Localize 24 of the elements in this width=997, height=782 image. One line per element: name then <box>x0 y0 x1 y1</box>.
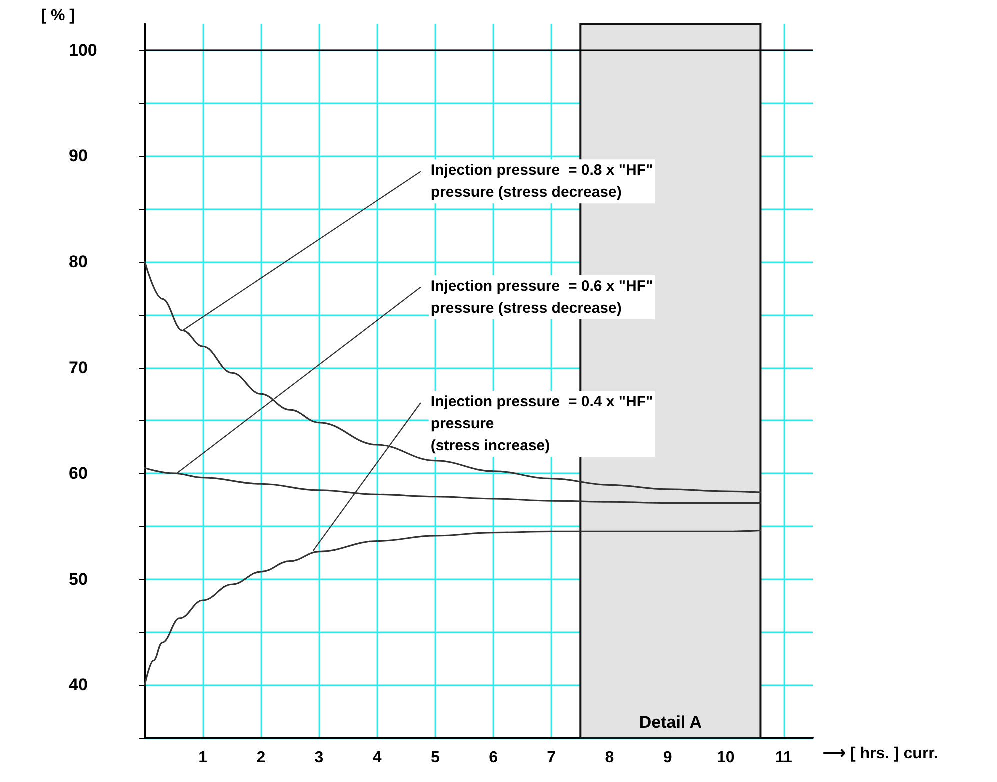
y-tick-label: 70 <box>69 358 88 378</box>
x-axis-title: ⟶ [ hrs. ] curr. <box>823 746 938 762</box>
x-tick-label: 4 <box>372 750 382 766</box>
x-tick-label: 2 <box>256 750 266 766</box>
y-tick-label: 60 <box>69 464 88 484</box>
band-label: Detail A <box>639 713 702 732</box>
x-tick-label: 9 <box>663 750 672 766</box>
x-tick-label: 5 <box>430 750 440 766</box>
x-tick-label: 3 <box>314 750 324 766</box>
x-tick-label: 10 <box>716 750 735 766</box>
x-tick-label: 8 <box>605 750 614 766</box>
y-tick-label: 90 <box>69 146 88 166</box>
y-axis-title: [ % ] <box>41 8 75 24</box>
y-tick-label: 40 <box>69 676 88 695</box>
annotation: Injection pressure = 0.8 x "HF" pressure (stress decrease) <box>430 162 654 202</box>
x-tick-label: 7 <box>547 750 556 766</box>
y-tick-label: 100 <box>69 40 98 60</box>
annotation: Injection pressure = 0.6 x "HF" pressure (stress decrease) <box>430 278 654 317</box>
y-tick-label: 80 <box>69 252 88 272</box>
x-tick-label: 1 <box>198 750 208 766</box>
x-tick-label: 6 <box>489 750 498 766</box>
x-tick-label: 11 <box>775 750 793 766</box>
annotation: Injection pressure = 0.4 x "HF" pressure (stress increase) <box>430 393 654 454</box>
y-tick-label: 50 <box>69 570 88 589</box>
